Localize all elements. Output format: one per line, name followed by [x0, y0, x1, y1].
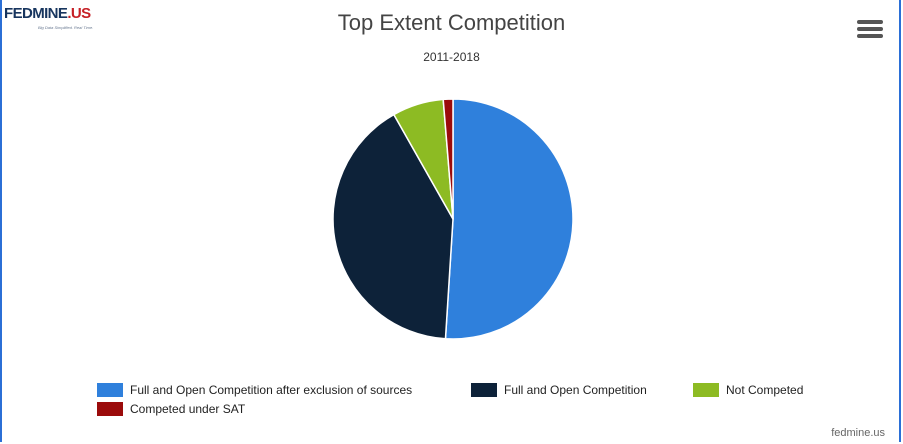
pie-slice-1[interactable]	[444, 98, 574, 340]
legend-item-2[interactable]: Full and Open Competition	[471, 383, 647, 397]
fedmine-logo: FEDMINE.US Big Data Simplified. Real Tim…	[4, 5, 94, 31]
legend-label: Competed under SAT	[130, 402, 246, 416]
legend-swatch	[471, 383, 497, 397]
pie-slice-4[interactable]	[442, 98, 454, 220]
chart-title: Top Extent Competition	[337, 10, 566, 35]
chart-subtitle: 2011-2018	[423, 50, 480, 64]
legend-item-3[interactable]: Not Competed	[693, 383, 803, 397]
legend-item-1[interactable]: Full and Open Competition after exclusio…	[97, 383, 412, 397]
hamburger-menu-icon[interactable]	[857, 18, 883, 40]
legend-swatch	[693, 383, 719, 397]
legend-swatch	[97, 383, 123, 397]
legend-item-4[interactable]: Competed under SAT	[97, 402, 245, 416]
credit-link[interactable]: fedmine.us	[831, 427, 885, 439]
logo-tagline: Big Data Simplified. Real Time.	[38, 25, 94, 30]
legend-swatch	[97, 402, 123, 416]
legend-label: Not Competed	[726, 383, 804, 397]
legend-label: Full and Open Competition after exclusio…	[130, 383, 413, 397]
legend-label: Full and Open Competition	[504, 383, 647, 397]
pie-slice-2[interactable]	[332, 113, 454, 340]
